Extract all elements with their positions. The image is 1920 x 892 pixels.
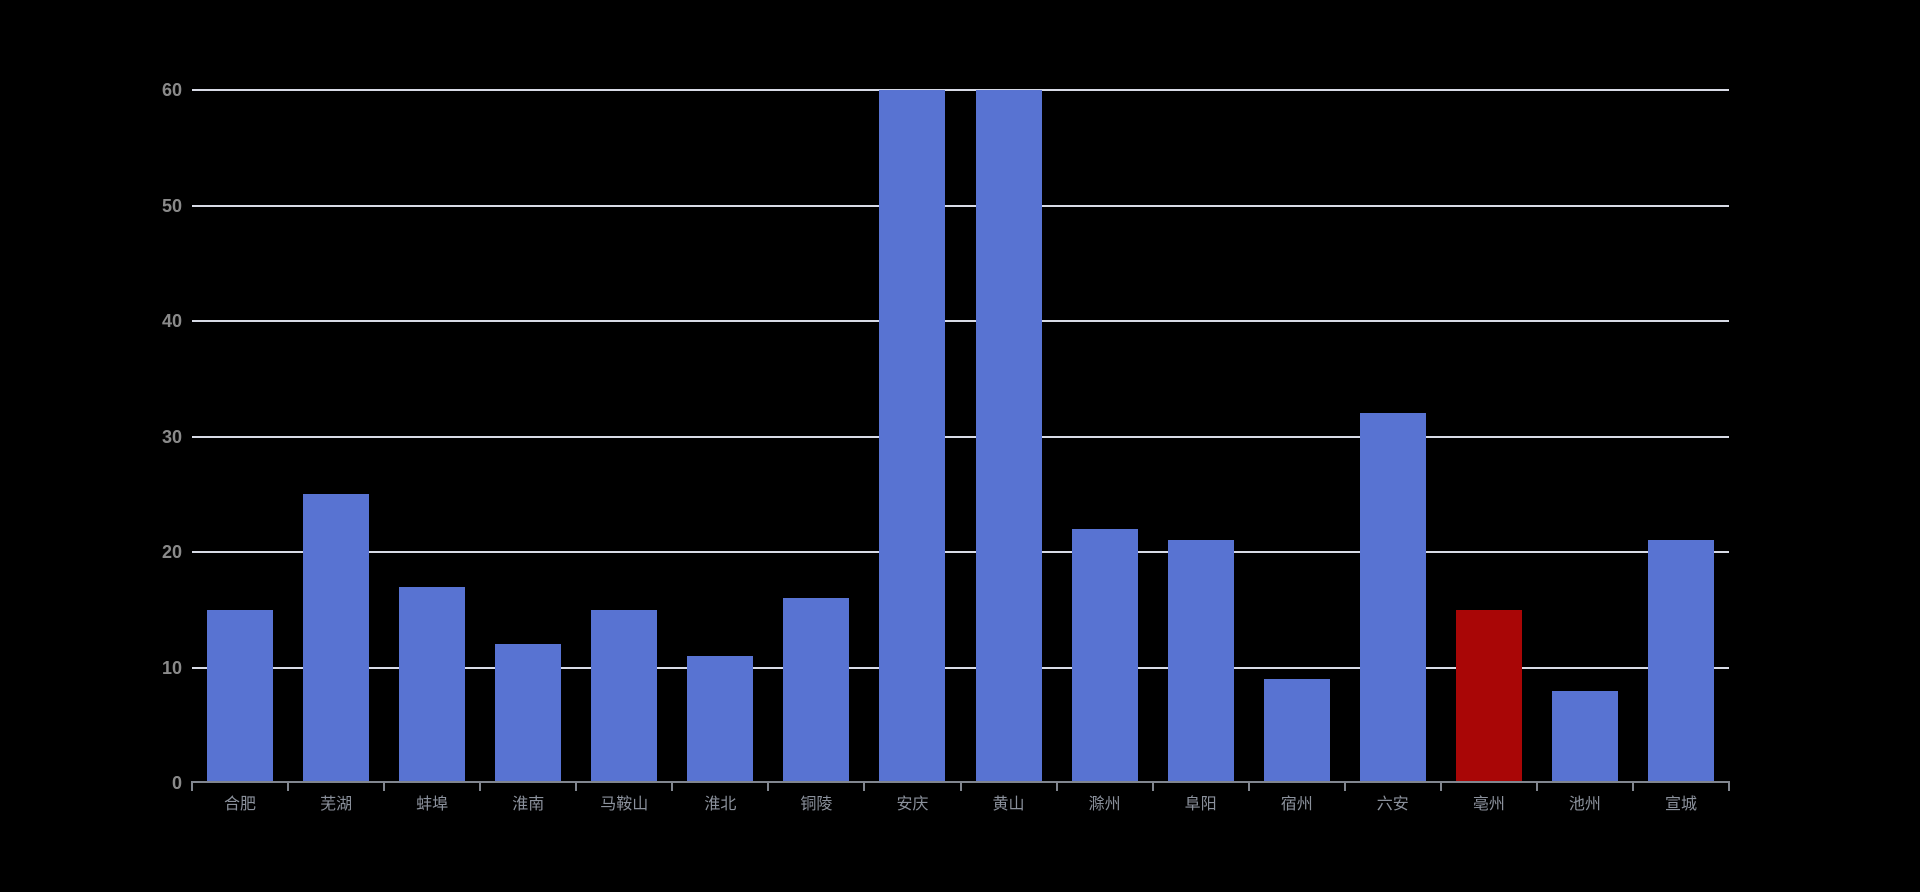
x-axis-tick: [863, 781, 865, 791]
x-axis-label: 六安: [1376, 796, 1409, 813]
bar[interactable]: [879, 90, 946, 783]
x-axis-label: 淮南: [512, 796, 545, 813]
x-axis-tick: [1440, 781, 1442, 791]
x-axis-label: 蚌埠: [416, 796, 449, 813]
x-axis-tick: [479, 781, 481, 791]
y-axis-tick-label: 20: [161, 542, 182, 562]
y-axis-tick-label: 10: [161, 657, 182, 678]
bar[interactable]: [687, 655, 754, 783]
x-axis-tick: [1536, 781, 1538, 791]
x-axis-label: 芜湖: [320, 796, 353, 813]
bar[interactable]: [303, 494, 370, 783]
gridline: [192, 551, 1729, 553]
x-axis-label: 铜陵: [800, 796, 833, 813]
x-axis-tick: [767, 781, 769, 791]
y-axis-tick-label: 0: [171, 773, 182, 793]
x-axis-label: 亳州: [1472, 796, 1505, 813]
bar[interactable]: [975, 90, 1042, 783]
x-axis-label: 马鞍山: [600, 796, 649, 813]
x-axis-tick: [1248, 781, 1250, 791]
x-axis-label: 滁州: [1088, 796, 1121, 813]
x-axis-tick: [1632, 781, 1634, 791]
bar[interactable]: [1647, 540, 1714, 783]
bar[interactable]: [495, 644, 562, 783]
x-axis-tick: [1728, 781, 1730, 791]
x-axis-tick: [960, 781, 962, 791]
gridline: [192, 666, 1729, 669]
bar[interactable]: [1071, 528, 1138, 783]
bar[interactable]: [1455, 609, 1522, 783]
y-axis-tick-label: 40: [161, 311, 182, 331]
x-axis-label: 池州: [1568, 796, 1601, 813]
y-axis-tick-label: 60: [161, 80, 182, 100]
x-axis-tick: [287, 781, 289, 791]
bar[interactable]: [1263, 679, 1330, 783]
x-axis-label: 淮北: [704, 796, 737, 813]
x-axis-label: 宿州: [1280, 796, 1313, 813]
gridline: [192, 89, 1729, 91]
bar[interactable]: [1359, 413, 1426, 783]
x-axis-label: 阜阳: [1184, 796, 1217, 813]
x-axis-tick: [383, 781, 385, 791]
x-axis-label: 黄山: [992, 796, 1025, 813]
x-axis-tick: [671, 781, 673, 791]
bar[interactable]: [1167, 540, 1234, 783]
x-axis-tick: [1056, 781, 1058, 791]
x-axis-line: [192, 781, 1729, 783]
x-axis-tick: [191, 781, 193, 791]
gridline: [192, 204, 1729, 207]
bar[interactable]: [207, 609, 274, 783]
x-axis-label: 合肥: [224, 796, 257, 813]
y-axis-tick-label: 30: [161, 426, 182, 447]
bar[interactable]: [591, 609, 658, 783]
x-axis-label: 宣城: [1664, 796, 1697, 813]
x-axis-tick: [1344, 781, 1346, 791]
x-axis-tick: [575, 781, 577, 791]
gridline: [192, 435, 1729, 438]
y-axis-tick-label: 50: [161, 195, 182, 216]
x-axis-tick: [1152, 781, 1154, 791]
gridline: [192, 320, 1729, 322]
x-axis-label: 安庆: [896, 796, 929, 813]
bar[interactable]: [399, 586, 466, 783]
plot-area: 0 10 20 30 40 50 60 合肥 芜湖 蚌埠 淮南 马鞍山 淮北 铜陵 安庆 黄山 滁州 阜阳 宿州 六安…: [162, 80, 1730, 813]
bar[interactable]: [783, 598, 850, 783]
bar[interactable]: [1551, 690, 1618, 783]
